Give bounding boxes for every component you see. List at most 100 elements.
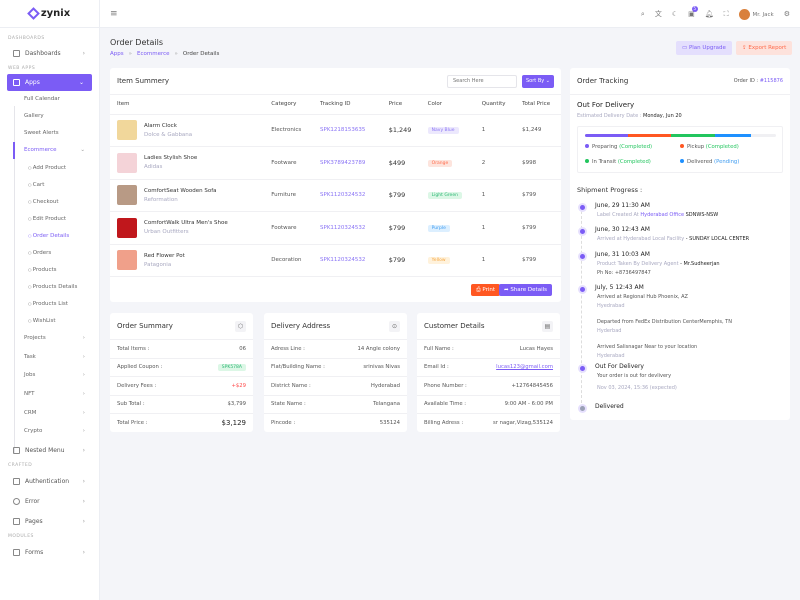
column-header: Category xyxy=(264,95,314,115)
sidebar-item-add-product[interactable]: Add Product xyxy=(0,159,99,176)
sidebar-item-full-calendar[interactable]: Full Calendar xyxy=(24,96,60,102)
plan-upgrade-button[interactable]: ▭ Plan Upgrade xyxy=(676,41,732,55)
gear-icon[interactable]: ⚙ xyxy=(783,10,790,18)
timeline-dot xyxy=(580,229,585,234)
sidebar-item-gallery[interactable]: Gallery xyxy=(24,113,44,119)
order-id-link[interactable]: #115876 xyxy=(759,78,783,84)
sidebar-item-edit-product[interactable]: Edit Product xyxy=(0,210,99,227)
tracking-id-link[interactable]: SPK1218153635 xyxy=(313,114,382,147)
user-menu[interactable]: Mr. Jack xyxy=(738,8,774,20)
color-badge: Navy Blue xyxy=(427,127,459,135)
tracking-id-link[interactable]: SPK1120324532 xyxy=(313,211,382,245)
timeline-event: July, 5 12:43 AM Arrived at Regional Hub … xyxy=(595,284,732,359)
sidebar-item-projects[interactable]: Projects › xyxy=(0,329,99,348)
detail-row: Sub Total : $3,799 xyxy=(110,396,253,414)
timeline-dot xyxy=(580,287,585,292)
menu-toggle-icon[interactable]: ≡ xyxy=(110,8,118,19)
product-name[interactable]: ComfortWalk Ultra Men's Shoe xyxy=(144,220,228,227)
sidebar-item-nested-menu[interactable]: Nested Menu › xyxy=(0,441,99,460)
table-row: ComfortWalk Ultra Men's Shoe Urban Outfit… xyxy=(110,211,561,245)
logo[interactable]: zynix xyxy=(0,0,99,28)
sidebar-item-task[interactable]: Task › xyxy=(0,348,99,367)
detail-row: Email Id : lucas123@gmail.com xyxy=(417,359,560,377)
detail-row: Flat/Building Name : srinivas Nivas xyxy=(264,359,407,377)
timeline-dot xyxy=(580,254,585,259)
timeline-event: Out For Delivery Your order is out for de… xyxy=(595,363,677,391)
detail-row: Applied Coupon : SPK578A xyxy=(110,359,253,377)
progress-segment xyxy=(585,134,629,137)
search-icon[interactable]: ⌕ xyxy=(640,9,645,18)
card-title: Item Summery xyxy=(117,77,170,85)
sidebar-item-error[interactable]: Error › xyxy=(0,491,99,511)
chevron-right-icon: › xyxy=(82,335,85,341)
sidebar-item-products[interactable]: Products xyxy=(0,261,99,278)
sidebar-item-crm[interactable]: CRM › xyxy=(0,404,99,423)
moon-icon[interactable]: ☾ xyxy=(671,10,679,18)
breadcrumb-apps[interactable]: Apps xyxy=(110,51,124,57)
color-badge: Yellow xyxy=(427,257,450,265)
items-table: Item Category Tracking ID Price Color Quantit… xyxy=(110,95,561,277)
sidebar-item-products-details[interactable]: Products Details xyxy=(0,278,99,295)
detail-row: State Name : Telangana xyxy=(264,396,407,414)
sidebar-item-orders[interactable]: Orders xyxy=(0,244,99,261)
tracking-id-link[interactable]: SPK3789423789 xyxy=(313,146,382,180)
column-header: Price xyxy=(381,95,421,115)
detail-row: Phone Number : +12764845456 xyxy=(417,377,560,396)
translate-icon[interactable]: 文 xyxy=(654,10,662,18)
product-name[interactable]: Ladies Stylish Shoe xyxy=(144,155,198,162)
sidebar-item-authentication[interactable]: Authentication › xyxy=(0,471,99,491)
logo-icon xyxy=(26,7,40,20)
sidebar-item-checkout[interactable]: Checkout xyxy=(0,193,99,210)
chevron-right-icon: › xyxy=(82,353,85,360)
search-input[interactable] xyxy=(447,74,517,88)
chevron-right-icon: › xyxy=(82,409,85,416)
tracking-id-link[interactable]: SPK1120324532 xyxy=(313,244,382,277)
sidebar-item-jobs[interactable]: Jobs › xyxy=(0,366,99,385)
product-name[interactable]: Alarm Clock xyxy=(144,122,177,129)
detail-row: Adress Line :14 Angle colony xyxy=(264,340,407,359)
customer-details-card: Customer Details ▤ Full Name : Lucas Hayes E… xyxy=(417,313,560,432)
bell-icon[interactable]: 🔔︎ xyxy=(704,10,714,18)
breadcrumb: Apps» Ecommerce» Order Details xyxy=(110,51,220,57)
pages-icon xyxy=(13,517,20,525)
sidebar-item-wishlist[interactable]: WishList xyxy=(0,312,99,329)
chevron-right-icon: › xyxy=(82,50,85,57)
share-details-button[interactable]: ➦ Share Details xyxy=(498,284,552,296)
sidebar-item-order-details[interactable]: Order Details xyxy=(0,227,99,244)
sidebar-item-pages[interactable]: Pages › xyxy=(0,511,99,531)
sidebar-item-forms[interactable]: Forms › xyxy=(0,542,99,562)
breadcrumb-ecommerce[interactable]: Ecommerce xyxy=(137,51,170,57)
export-report-button[interactable]: ⇪ Export Report xyxy=(736,41,793,55)
product-brand: Reformation xyxy=(144,196,178,203)
cart-icon[interactable]: ▣ 5 xyxy=(688,6,698,18)
sidebar-item-crypto[interactable]: Crypto › xyxy=(0,422,99,441)
fullscreen-icon[interactable]: ⛶ xyxy=(723,9,729,18)
stage-status: Pickup (Completed) xyxy=(680,144,739,150)
lock-icon xyxy=(13,477,20,485)
forms-icon xyxy=(13,548,20,556)
sidebar-item-ecommerce[interactable]: Ecommerce ⌄ xyxy=(13,142,99,159)
column-header: Quantity xyxy=(474,95,516,115)
sidebar-item-dashboards[interactable]: Dashboards › xyxy=(0,44,99,63)
sidebar-item-sweet-alerts[interactable]: Sweet Alerts xyxy=(24,130,59,136)
tracking-progress-bar xyxy=(585,134,776,137)
delivery-status: Out For Delivery xyxy=(577,101,635,109)
sort-by-button[interactable]: Sort By ⌄ xyxy=(521,74,554,88)
timeline-event: Delivered xyxy=(595,403,624,410)
sidebar-item-nft[interactable]: NFT › xyxy=(0,385,99,404)
chevron-right-icon: › xyxy=(82,497,85,505)
product-image xyxy=(117,120,137,141)
column-header: Total Price xyxy=(515,95,561,115)
chevron-right-icon: › xyxy=(82,548,85,556)
print-button[interactable]: ⎙ Print xyxy=(471,284,500,296)
chevron-right-icon: › xyxy=(82,447,85,455)
sidebar-item-apps[interactable]: Apps ⌄ xyxy=(7,74,92,91)
tracking-id-link[interactable]: SPK1120324532 xyxy=(313,179,382,212)
column-header: Item xyxy=(110,95,265,115)
product-name[interactable]: ComfortSeat Wooden Sofa xyxy=(144,187,217,194)
stage-status: In Transit (Completed) xyxy=(585,159,651,165)
sidebar-item-products-list[interactable]: Products List xyxy=(0,295,99,312)
detail-row: Total Price : $3,129 xyxy=(117,419,246,428)
product-name[interactable]: Red Flower Pot xyxy=(144,252,185,259)
sidebar-item-cart[interactable]: Cart xyxy=(0,176,99,193)
